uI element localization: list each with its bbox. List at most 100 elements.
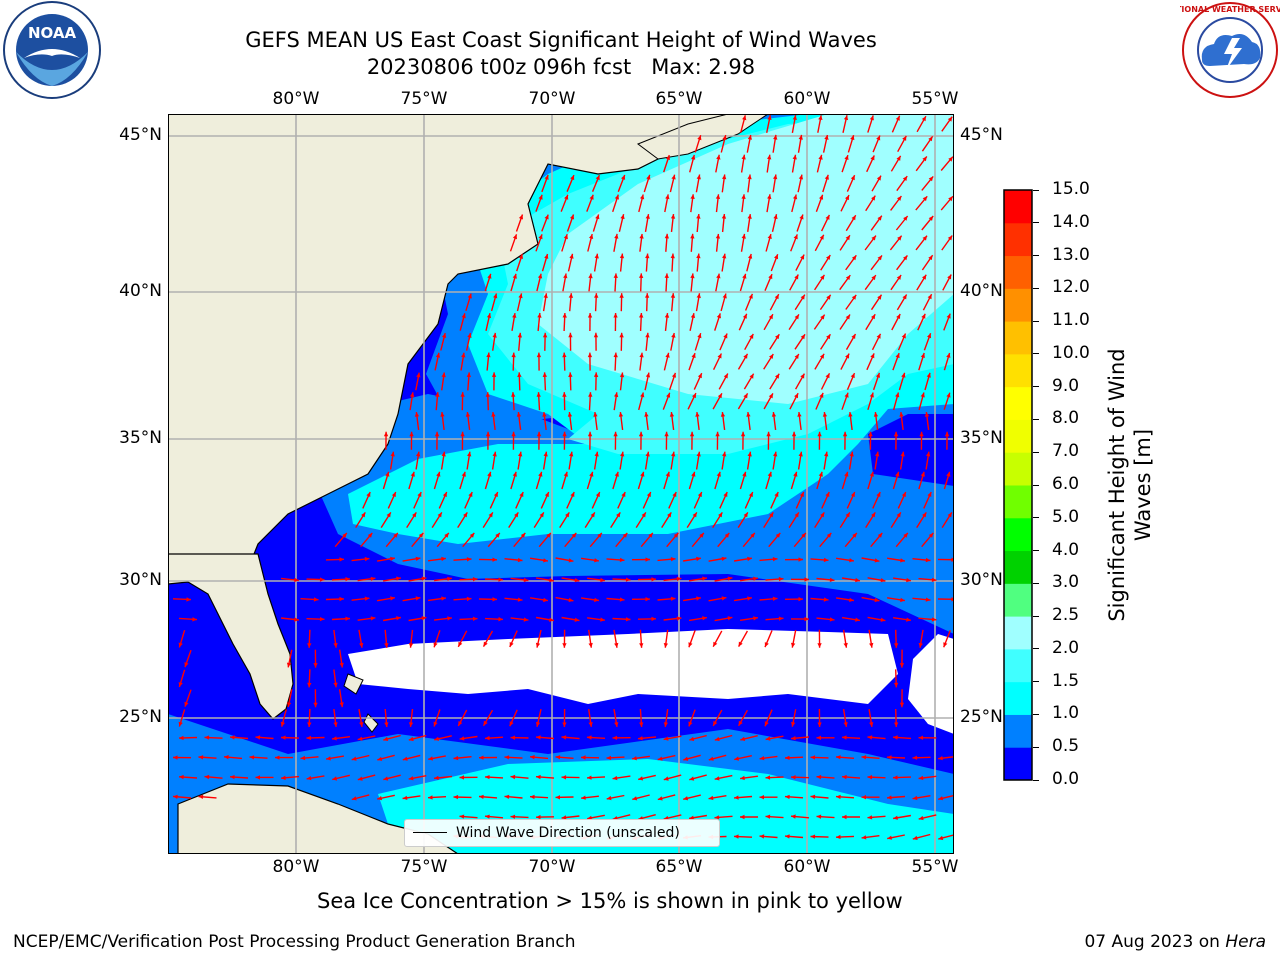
wave-arrow <box>916 512 927 528</box>
wave-arrow <box>255 735 274 740</box>
wave-arrow <box>867 735 886 740</box>
wave-arrow <box>892 814 912 820</box>
wave-arrow <box>810 755 829 760</box>
wave-arrow <box>513 532 526 548</box>
wave-arrow <box>746 451 752 470</box>
colorbar-tick <box>1033 189 1039 191</box>
wave-arrow <box>606 794 625 801</box>
wave-arrow <box>670 332 676 351</box>
wave-arrow <box>899 689 905 708</box>
wave-arrow <box>924 372 931 391</box>
wave-arrow <box>840 353 850 370</box>
wave-arrow <box>462 532 475 548</box>
wave-arrow <box>383 774 401 781</box>
wave-arrow <box>637 577 657 582</box>
wave-arrow <box>894 708 899 728</box>
wave-arrow <box>560 194 569 212</box>
wave-arrow <box>682 596 702 602</box>
wave-arrow <box>562 629 567 648</box>
wave-arrow <box>871 175 882 192</box>
wave-arrow <box>638 774 656 781</box>
wave-arrow <box>402 556 421 562</box>
wave-arrow <box>490 293 498 312</box>
noaa-logo-text: NOAA <box>28 24 77 42</box>
wave-arrow <box>772 451 778 470</box>
wave-arrow <box>307 708 312 728</box>
wave-arrow <box>300 597 319 602</box>
wave-arrow <box>845 254 857 271</box>
lat-label-right: 45°N <box>960 125 1003 145</box>
wave-arrow <box>896 254 908 271</box>
colorbar-tick-label: 14.0 <box>1052 211 1090 232</box>
wave-arrow <box>172 597 192 602</box>
wave-arrow <box>835 557 855 563</box>
wave-arrow <box>744 293 754 311</box>
wave-arrow <box>895 532 909 548</box>
wave-arrow <box>841 392 849 410</box>
lon-label-bottom: 55°W <box>911 857 959 877</box>
colorbar-tick-label: 8.0 <box>1052 408 1080 429</box>
wave-arrow <box>918 577 937 582</box>
wave-arrow <box>431 512 443 528</box>
wave-arrow <box>587 312 593 332</box>
legend-line-sample <box>413 832 447 833</box>
wave-arrow <box>492 332 497 351</box>
wave-arrow <box>759 557 778 562</box>
wave-arrow <box>615 532 628 548</box>
wave-arrow <box>683 794 701 801</box>
wave-arrow <box>717 532 730 548</box>
wave-arrow <box>613 629 619 648</box>
wave-arrow <box>841 774 861 780</box>
wave-arrow <box>693 491 703 509</box>
wave-arrow <box>663 576 682 582</box>
wave-arrow <box>637 736 657 741</box>
wave-arrow <box>839 512 851 528</box>
colorbar-tick-label: 0.5 <box>1052 736 1080 757</box>
wave-arrow <box>562 312 567 332</box>
wave-arrow <box>839 314 851 330</box>
wave-arrow <box>632 794 650 801</box>
wave-arrow <box>763 393 774 410</box>
wave-arrow <box>613 392 619 411</box>
wave-arrow <box>385 532 399 548</box>
wave-arrow <box>765 735 784 741</box>
wave-arrow <box>529 597 549 603</box>
wave-arrow <box>657 794 676 801</box>
chart-title: GEFS MEAN US East Coast Significant Heig… <box>245 28 877 52</box>
wave-arrow <box>915 155 928 172</box>
wave-arrow <box>537 312 542 332</box>
wave-arrow <box>788 353 800 370</box>
wave-arrow <box>791 629 797 648</box>
wave-arrow <box>639 708 644 728</box>
wave-arrow <box>428 596 446 602</box>
wave-arrow <box>640 532 654 548</box>
colorbar-segment <box>1004 321 1032 355</box>
wave-arrow <box>886 755 906 760</box>
wave-arrow <box>535 616 555 622</box>
wave-arrow <box>842 629 848 648</box>
wave-arrow <box>664 313 670 331</box>
wave-arrow <box>644 412 649 430</box>
wave-arrow <box>509 709 518 727</box>
wave-arrow <box>511 431 516 450</box>
wave-arrow <box>639 273 644 292</box>
wave-arrow <box>414 412 420 430</box>
wave-arrow <box>286 649 293 668</box>
wave-arrow <box>377 794 395 801</box>
wave-arrow <box>331 616 351 621</box>
wave-arrow <box>510 774 529 780</box>
wave-arrow <box>915 195 928 211</box>
wave-arrow <box>645 332 650 351</box>
wave-arrow <box>529 557 549 563</box>
wave-arrow <box>387 491 397 509</box>
wave-arrow <box>275 755 293 760</box>
wave-arrow <box>841 577 861 583</box>
wave-arrow <box>688 471 696 490</box>
wave-arrow <box>433 471 441 490</box>
wave-arrow <box>892 617 912 622</box>
colorbar-segment <box>1004 583 1032 617</box>
wave-arrow <box>841 735 861 740</box>
wave-arrow <box>515 491 524 509</box>
wave-arrow <box>846 174 856 192</box>
wave-arrow <box>821 491 830 509</box>
